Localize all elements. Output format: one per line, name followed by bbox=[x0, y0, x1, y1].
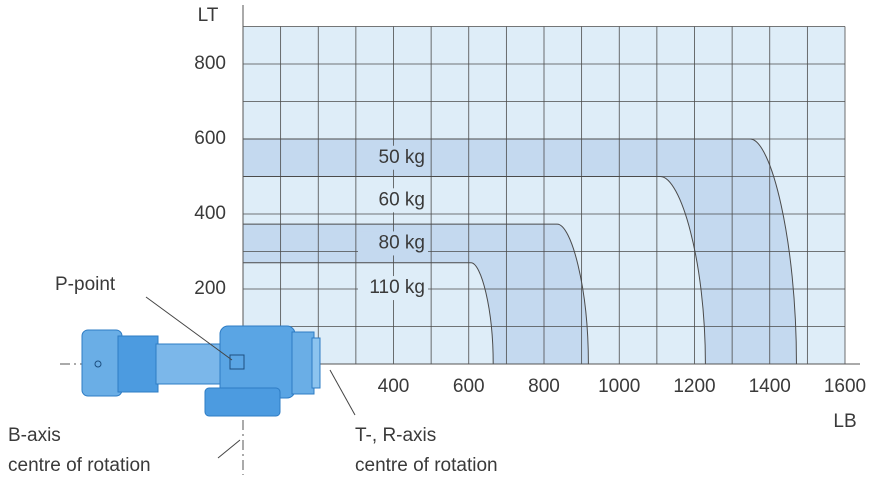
leader-line bbox=[145, 296, 233, 361]
wrist-part bbox=[117, 335, 159, 393]
label-bg bbox=[358, 231, 428, 256]
label-bg bbox=[358, 145, 428, 170]
y-tick-label: 600 bbox=[194, 128, 226, 149]
label-bg bbox=[358, 188, 428, 213]
wrist-part bbox=[311, 337, 321, 389]
series-label: 50 kg bbox=[379, 147, 425, 168]
annotation: B-axis bbox=[8, 425, 61, 446]
x-tick-label: 1200 bbox=[673, 376, 715, 397]
wrist-part bbox=[81, 329, 123, 397]
wrist-part bbox=[204, 387, 281, 417]
y-tick-label: 200 bbox=[194, 278, 226, 299]
series-label: 80 kg bbox=[379, 232, 425, 253]
annotation: P-point bbox=[55, 274, 116, 295]
wrist-part bbox=[155, 343, 227, 385]
annotation: centre of rotation bbox=[8, 455, 151, 476]
plot-area: 50 kg 60 kg 80 kg 110 kg 400 600 800 1000 1200 14… bbox=[194, 5, 866, 397]
series-label: 110 kg bbox=[369, 277, 425, 298]
x-tick-label: 400 bbox=[378, 376, 410, 397]
annotations: P-point B-axis centre of rotation T-, R-… bbox=[8, 5, 857, 476]
x-tick-label: 800 bbox=[528, 376, 560, 397]
leader-line bbox=[329, 369, 356, 416]
y-axis-label: LT bbox=[198, 5, 219, 26]
y-tick-label: 400 bbox=[194, 203, 226, 224]
x-tick-label: 600 bbox=[453, 376, 485, 397]
wrist-part bbox=[219, 325, 296, 399]
x-tick-label: 1600 bbox=[824, 376, 866, 397]
p-point-marker bbox=[229, 354, 245, 370]
annotation: T-, R-axis bbox=[355, 425, 436, 446]
annotation: centre of rotation bbox=[355, 455, 498, 476]
y-tick-label: 800 bbox=[194, 53, 226, 74]
x-tick-label: 1400 bbox=[749, 376, 791, 397]
axis-marker bbox=[94, 360, 102, 368]
series-label: 60 kg bbox=[379, 189, 425, 210]
robot-wrist bbox=[60, 325, 345, 475]
x-tick-label: 1000 bbox=[598, 376, 640, 397]
leader-line bbox=[217, 439, 241, 459]
wrist-part bbox=[291, 331, 315, 395]
label-bg bbox=[358, 276, 428, 301]
x-axis-label: LB bbox=[833, 411, 856, 432]
